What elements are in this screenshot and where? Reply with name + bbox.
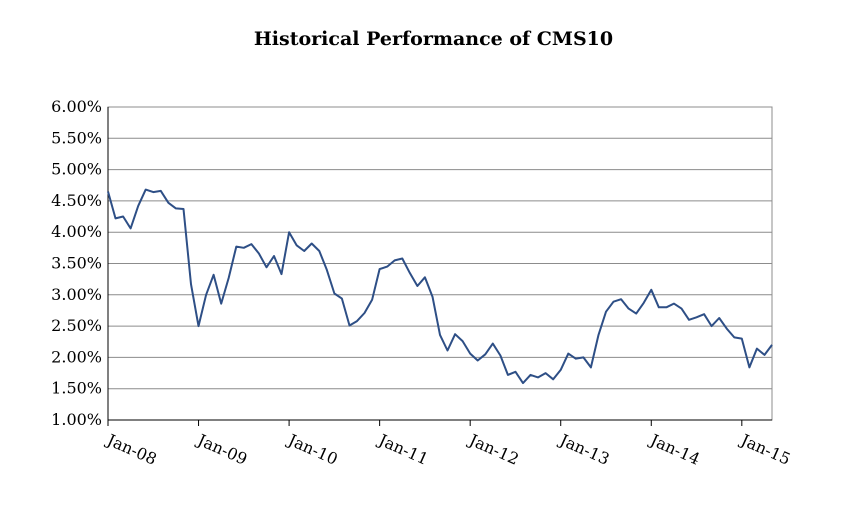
x-tick-label: Jan-14 bbox=[646, 429, 703, 468]
y-tick-label: 2.50% bbox=[51, 316, 102, 335]
y-tick-label: 2.00% bbox=[51, 347, 102, 366]
y-tick-label: 5.50% bbox=[51, 128, 102, 147]
y-tick-label: 6.00% bbox=[51, 97, 102, 116]
x-tick-label: Jan-15 bbox=[736, 429, 793, 468]
x-tick-label: Jan-10 bbox=[284, 429, 341, 468]
x-tick-label: Jan-08 bbox=[103, 429, 160, 468]
x-tick-label: Jan-13 bbox=[555, 429, 612, 468]
y-tick-label: 1.50% bbox=[51, 379, 102, 398]
x-tick-label: Jan-09 bbox=[193, 429, 250, 468]
cms10-series-line bbox=[107, 188, 773, 385]
x-axis-tick-labels: Jan-08 Jan-09 Jan-10 Jan-11 Jan-12 Jan-13 Jan-… bbox=[103, 429, 794, 468]
y-tick-label: 3.00% bbox=[51, 285, 102, 304]
y-tick-label: 4.00% bbox=[51, 222, 102, 241]
y-tick-label: 5.00% bbox=[51, 160, 102, 179]
y-tick-label: 4.50% bbox=[51, 191, 102, 210]
gridlines bbox=[108, 137, 772, 390]
chart-title: Historical Performance of CMS10 bbox=[253, 28, 614, 50]
y-tick-label: 3.50% bbox=[51, 254, 102, 273]
x-tick-label: Jan-11 bbox=[374, 429, 431, 468]
y-axis-tick-labels: 1.00% 1.50% 2.00% 2.50% 3.00% 3.50% 4.00% 4.50%… bbox=[51, 97, 102, 429]
x-tick-label: Jan-12 bbox=[465, 429, 522, 468]
axes bbox=[107, 107, 772, 426]
y-tick-label: 1.00% bbox=[51, 410, 102, 429]
